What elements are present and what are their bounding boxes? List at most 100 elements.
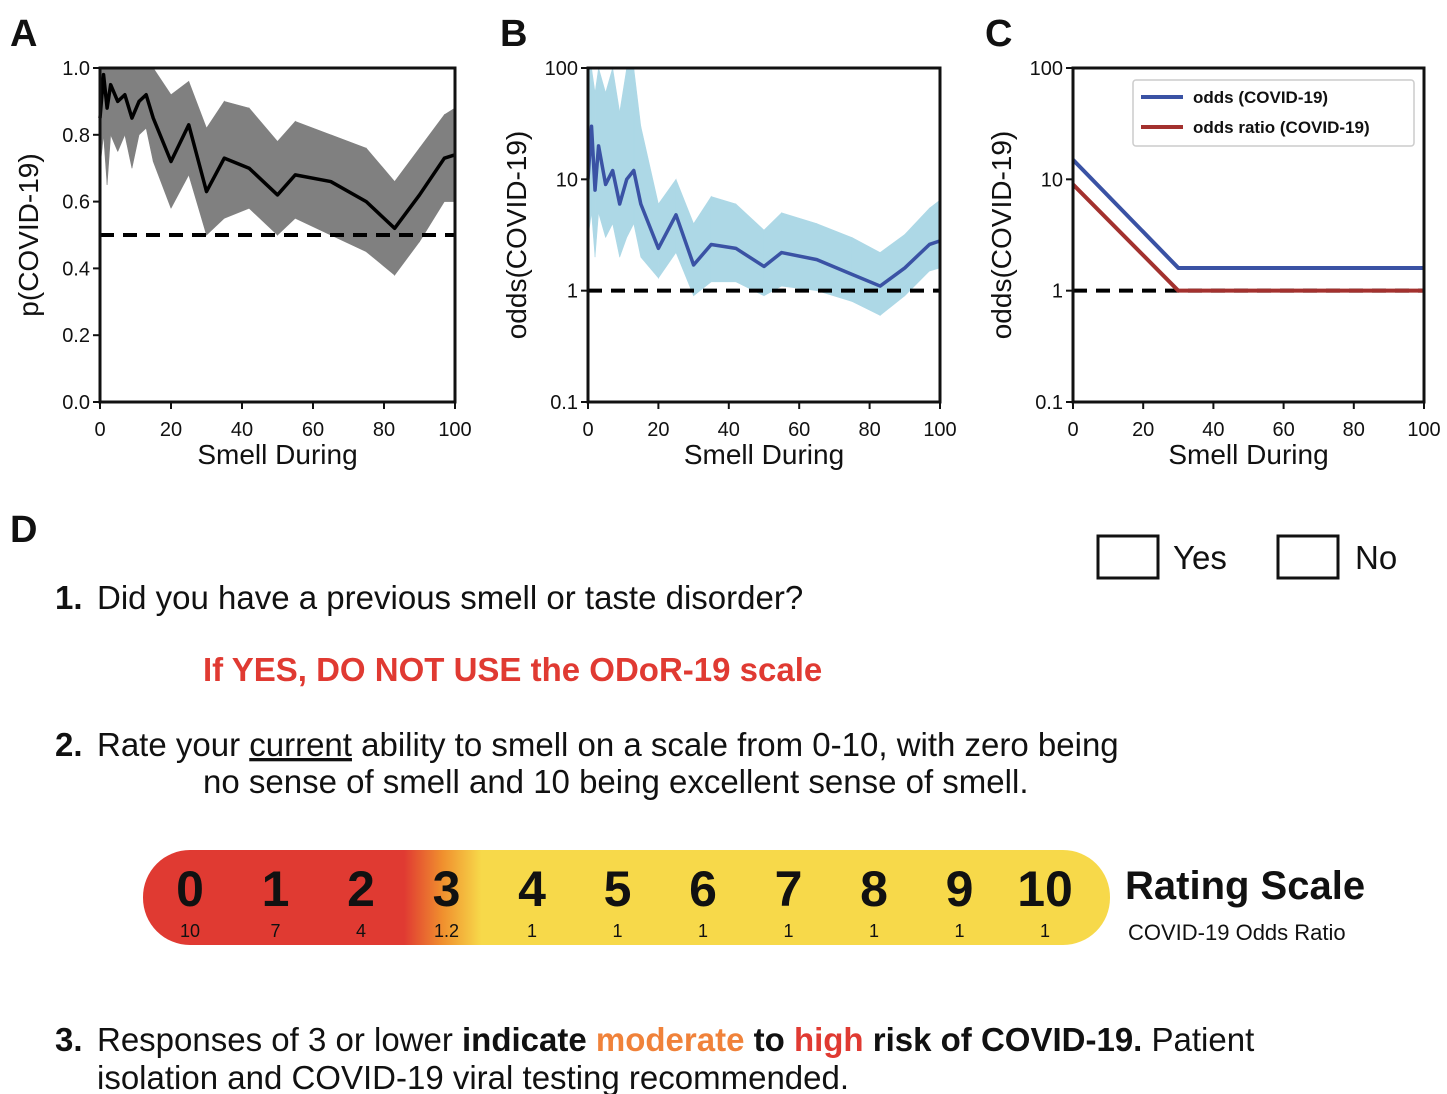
confidence-band [710,196,737,283]
legend-box [1132,79,1415,147]
x-tick-label: 100 [438,419,471,441]
question-text: Rate your current ability to smell on a … [97,726,1119,763]
confidence-band [612,67,620,258]
rating-number: 4 [518,861,546,917]
x-tick-label: 60 [302,419,324,441]
y-tick-label: 0.8 [62,125,90,147]
rating-number: 6 [689,861,717,917]
rating-number: 7 [775,861,803,917]
legend-label: odds (COVID-19) [1193,88,1328,107]
x-tick-label: 40 [231,419,253,441]
confidence-band [781,212,818,292]
confidence-band [904,207,930,297]
odds-ratio: 1 [869,921,879,941]
checkbox[interactable] [1096,534,1160,580]
questionnaire: D Yes No 1. Did you have a previous smel… [10,509,1397,1094]
rating-number: 0 [176,861,204,917]
x-tick-label: 40 [1202,419,1224,441]
plot-frame [1071,66,1426,404]
panel-label: C [985,13,1012,55]
text-part: moderate [596,1021,745,1058]
scale-subtitle: COVID-19 Odds Ratio [1128,920,1346,945]
panel-label: D [10,509,37,551]
rating-number: 5 [604,861,632,917]
confidence-band [117,67,126,152]
question-text: isolation and COVID-19 viral testing rec… [97,1059,849,1094]
y-tick-label: 0.0 [62,392,90,414]
question-number: 3. [55,1021,83,1058]
y-axis-label: odds(COVID-19) [501,131,532,340]
y-tick-label: 10 [556,169,578,191]
y-tick-label: 1.0 [62,58,90,80]
confidence-band [626,67,635,238]
panel-label: A [10,13,37,55]
text-part: Patient [1142,1021,1254,1058]
chart: C 0 20 40 60 80 100 0.1 1 10 100 Smell During odds(C… [985,13,1441,470]
plot-frame [98,66,457,404]
text-part: to [744,1021,793,1058]
data-line [98,72,456,231]
rating-number: 10 [1017,861,1073,917]
x-tick-label: 100 [1407,419,1440,441]
data-line [1071,158,1424,270]
x-axis-label: Smell During [1168,439,1328,470]
odds-ratio: 7 [270,921,280,941]
x-tick-label: 40 [718,419,740,441]
confidence-band [206,100,225,236]
confidence-band [110,67,119,152]
x-axis-label: Smell During [684,439,844,470]
odds-ratio: 4 [356,921,366,941]
odds-ratio: 1.2 [434,921,459,941]
question-text: Responses of 3 or lower indicate moderat… [97,1021,1254,1058]
checkbox[interactable] [1276,534,1340,580]
y-axis-label: odds(COVID-19) [986,131,1017,340]
data-line [1071,183,1424,293]
x-tick-label: 0 [1067,419,1078,441]
y-tick-label: 0.1 [1035,392,1063,414]
x-tick-label: 60 [1272,419,1294,441]
y-tick-label: 0.2 [62,325,90,347]
y-tick-label: 0.1 [550,392,578,414]
text-part: Responses of 3 or lower [97,1021,462,1058]
text-part: ability to smell on a scale from 0-10, w… [352,726,1119,763]
x-tick-label: 100 [923,419,956,441]
question-text: no sense of smell and 10 being excellent… [203,763,1028,800]
question-number: 2. [55,726,83,763]
confidence-band [619,67,628,258]
rating-number: 1 [262,861,290,917]
x-tick-label: 80 [373,419,395,441]
y-tick-label: 100 [1030,58,1063,80]
confidence-band [929,199,941,272]
option-label: Yes [1173,539,1227,576]
y-tick-label: 10 [1041,169,1063,191]
confidence-band [605,67,613,238]
odds-ratio: 1 [954,921,964,941]
panel-label: B [500,13,527,55]
x-tick-label: 80 [858,419,880,441]
text-part: indicate [462,1021,596,1058]
y-tick-label: 1 [567,281,578,303]
text-part: current [249,726,352,763]
y-tick-label: 0.6 [62,192,90,214]
chart: B 0 20 40 60 80 100 0.1 1 10 100 Smell During odds(C… [500,13,957,470]
text-part: high [794,1021,864,1058]
rating-number: 9 [946,861,974,917]
y-tick-label: 1 [1052,281,1063,303]
option-label: No [1355,539,1397,576]
x-tick-label: 20 [647,419,669,441]
x-tick-label: 0 [94,419,105,441]
chart: A 0 20 40 60 80 100 0.0 0.2 0.4 0.6 0.8 1.0 Smell Dur… [10,13,472,470]
text-part: Rate your [97,726,249,763]
x-tick-label: 0 [582,419,593,441]
odds-ratio: 1 [698,921,708,941]
confidence-band [633,67,642,258]
odds-ratio: 1 [527,921,537,941]
odds-ratio: 1 [1040,921,1050,941]
plot-frame [586,66,942,404]
x-tick-label: 20 [1132,419,1154,441]
confidence-band [365,147,395,276]
rating-bar [143,850,1110,945]
y-tick-label: 100 [545,58,578,80]
x-tick-label: 80 [1343,419,1365,441]
